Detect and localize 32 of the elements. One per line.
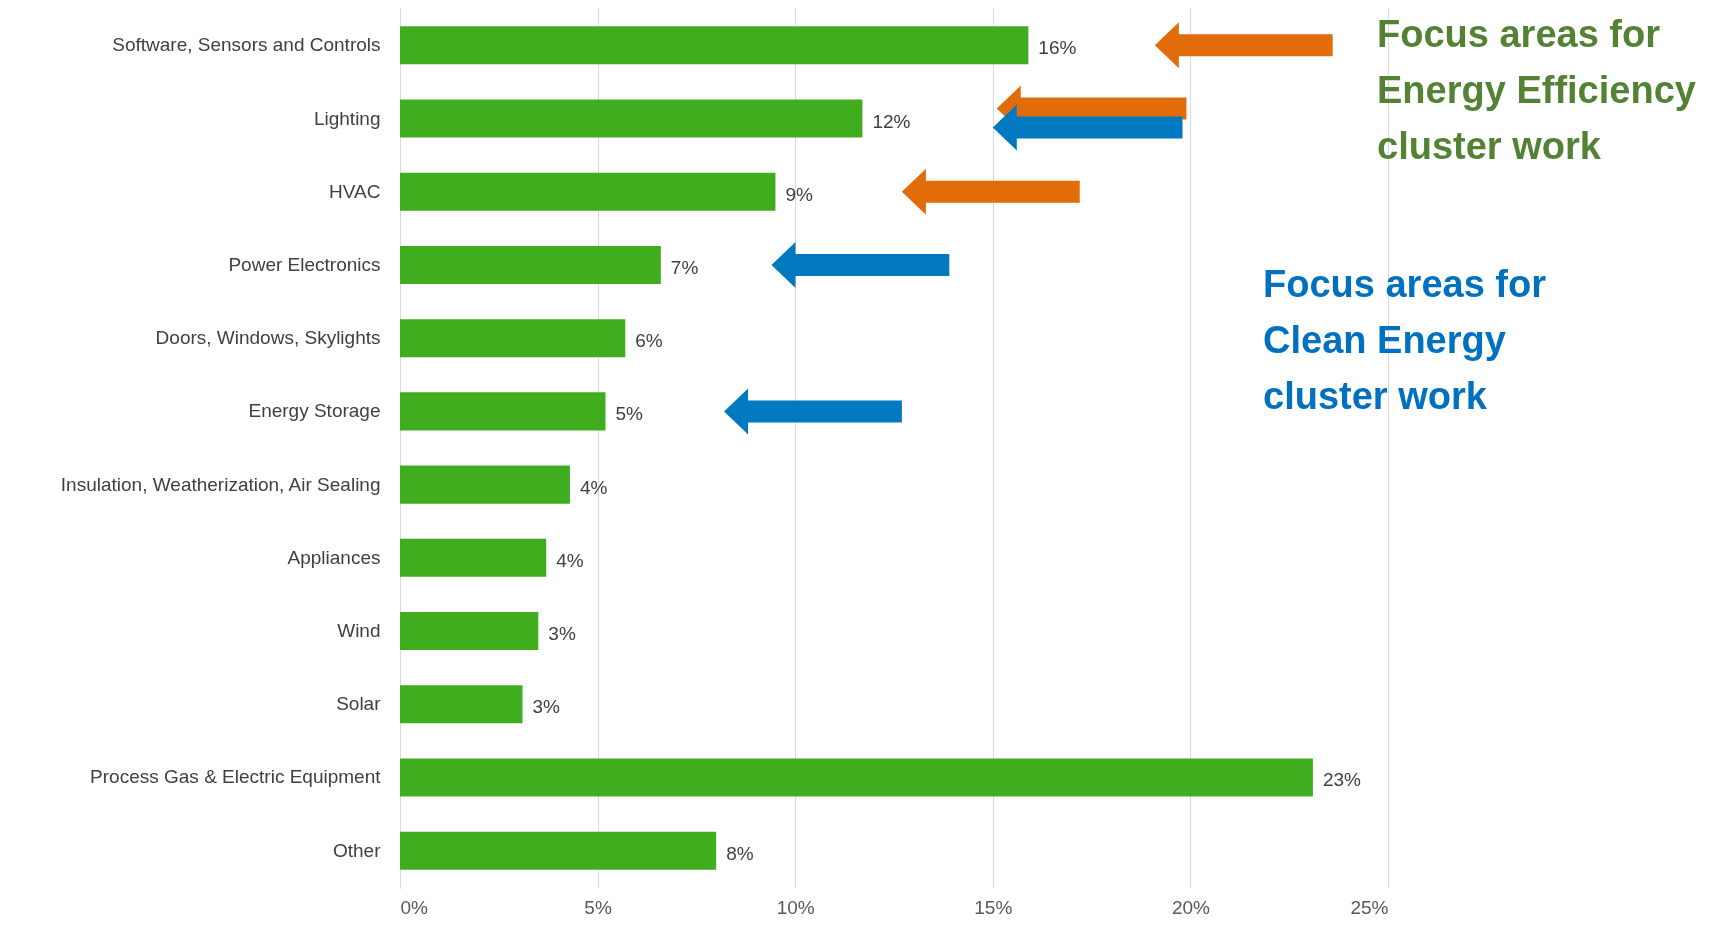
y-tick-label: HVAC	[329, 180, 381, 202]
y-tick-label: Appliances	[287, 546, 381, 568]
x-tick-label: 25%	[1350, 896, 1389, 918]
annotation: Focus areas for Energy Efficiency cluster work	[1377, 12, 1697, 169]
data-label: 3%	[532, 696, 561, 718]
y-tick-label: Software, Sensors and Controls	[112, 34, 381, 56]
data-label: 7%	[670, 256, 699, 278]
y-tick-label: Power Electronics	[228, 253, 381, 275]
y-tick-label: Wind	[337, 620, 381, 642]
data-label: 6%	[635, 330, 663, 352]
y-tick-label: Doors, Windows, Skylights	[155, 327, 381, 349]
data-label: 12%	[872, 110, 911, 132]
x-tick-label: 5%	[584, 896, 612, 918]
data-label: 4%	[579, 476, 608, 498]
annotation: Focus areas for Clean Energy cluster work	[1263, 262, 1547, 419]
data-label: 23%	[1322, 769, 1362, 791]
y-tick-label: Process Gas & Electric Equipment	[90, 766, 382, 788]
y-tick-label: Lighting	[313, 107, 381, 129]
y-tick-label: Insulation, Weatherization, Air Sealing	[60, 473, 381, 495]
data-label: 5%	[615, 403, 644, 425]
data-label: 9%	[785, 183, 814, 205]
x-tick-label: 10%	[776, 896, 815, 918]
data-label: 8%	[726, 842, 754, 864]
data-label: 4%	[556, 549, 584, 571]
x-tick-label: 20%	[1171, 896, 1211, 918]
y-tick-label: Energy Storage	[248, 400, 381, 422]
y-tick-label: Other	[332, 839, 382, 861]
data-label: 16%	[1038, 37, 1077, 59]
y-tick-label: Solar	[336, 693, 382, 715]
x-tick-label: 0%	[400, 896, 429, 918]
x-tick-label: 15%	[974, 896, 1013, 918]
data-label: 3%	[548, 623, 576, 645]
